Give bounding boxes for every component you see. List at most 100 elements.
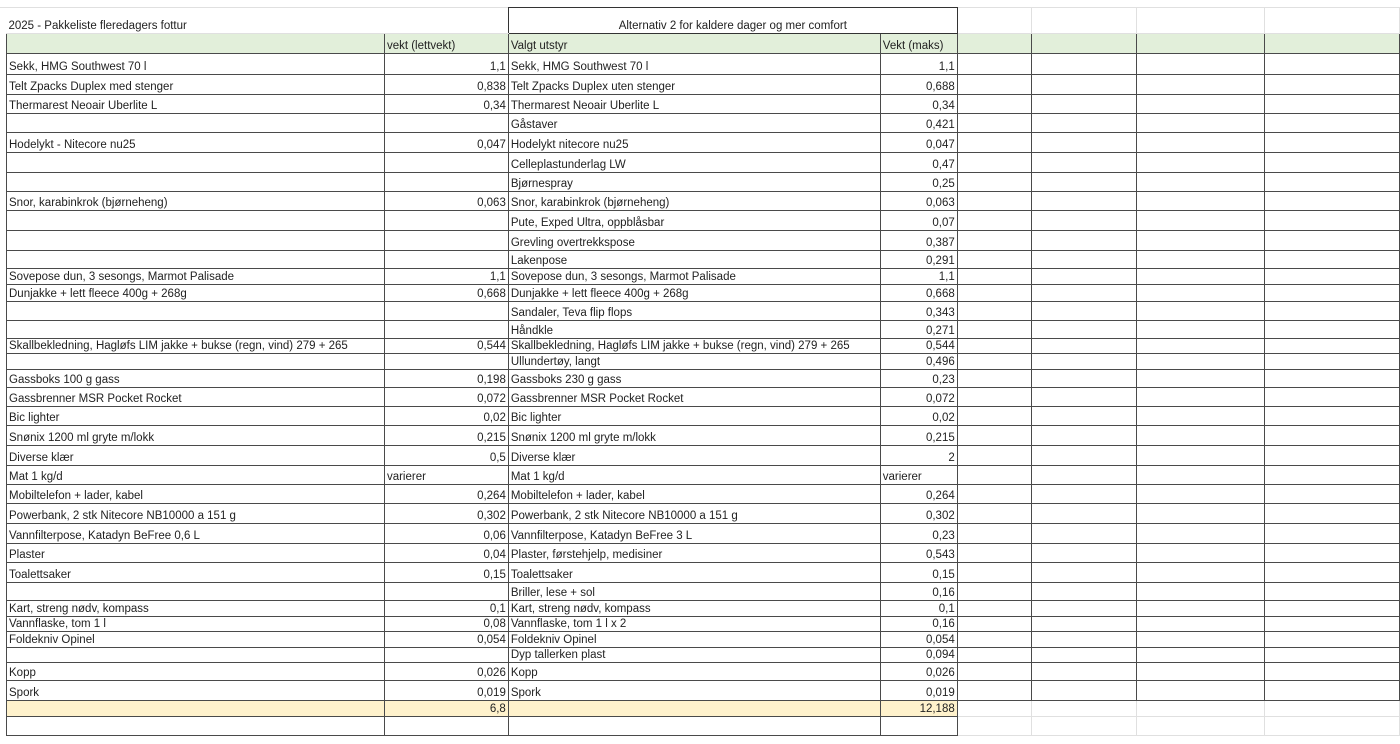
cell[interactable] [1030, 33, 1138, 54]
cell[interactable] [1264, 503, 1400, 524]
cell-c[interactable]: Snor, karabinkrok (bjørneheng) [507, 191, 881, 211]
cell[interactable] [956, 152, 1032, 173]
cell[interactable] [956, 191, 1032, 211]
cell[interactable] [1136, 268, 1266, 285]
cell-d[interactable]: 0,047 [879, 132, 958, 153]
cell-b[interactable] [383, 353, 509, 370]
cell-c[interactable]: Diverse klær [507, 445, 881, 466]
cell[interactable] [1136, 7, 1266, 34]
cell-a[interactable]: Gassboks 100 g gass [6, 369, 385, 388]
cell[interactable] [1264, 616, 1400, 632]
cell[interactable] [956, 7, 1032, 34]
cell-a[interactable]: Kopp [6, 662, 385, 681]
cell[interactable] [1136, 387, 1266, 407]
cell-b[interactable]: 0,15 [383, 562, 509, 583]
cell[interactable] [1030, 662, 1138, 681]
cell[interactable] [956, 338, 1032, 354]
cell[interactable] [1030, 94, 1138, 114]
total-c[interactable] [507, 700, 881, 717]
cell[interactable] [1264, 523, 1400, 544]
cell-d[interactable]: 0,16 [879, 616, 958, 632]
cell[interactable] [1264, 700, 1400, 717]
header-chosen-gear[interactable]: Valgt utstyr [507, 33, 881, 54]
cell-d[interactable]: varierer [879, 465, 958, 485]
cell[interactable] [1264, 301, 1400, 321]
cell[interactable] [1264, 680, 1400, 701]
cell-a[interactable] [6, 230, 385, 251]
cell[interactable] [1030, 647, 1138, 663]
cell-d[interactable] [879, 716, 958, 736]
cell[interactable] [1136, 284, 1266, 302]
cell-c[interactable]: Bjørnespray [507, 172, 881, 192]
cell[interactable] [1264, 716, 1400, 736]
cell[interactable] [1264, 662, 1400, 681]
cell[interactable] [956, 582, 1032, 601]
cell-a[interactable]: Vannflaske, tom 1 l [6, 616, 385, 632]
cell-c[interactable]: Foldekniv Opinel [507, 631, 881, 648]
cell[interactable] [1136, 338, 1266, 354]
cell[interactable] [1136, 230, 1266, 251]
cell-d[interactable]: 0,019 [879, 680, 958, 701]
cell[interactable] [1264, 425, 1400, 446]
cell-b[interactable]: 1,1 [383, 53, 509, 75]
cell-c[interactable]: Mobiltelefon + lader, kabel [507, 484, 881, 504]
cell[interactable] [1264, 320, 1400, 339]
cell-b[interactable] [383, 647, 509, 663]
cell-a[interactable]: Hodelykt - Nitecore nu25 [6, 132, 385, 153]
cell[interactable] [1264, 7, 1400, 34]
cell[interactable] [956, 172, 1032, 192]
cell[interactable] [956, 210, 1032, 231]
cell-a[interactable]: Kart, streng nødv, kompass [6, 600, 385, 617]
cell-b[interactable]: 0,054 [383, 631, 509, 648]
cell[interactable] [1030, 74, 1138, 95]
cell[interactable] [956, 301, 1032, 321]
cell[interactable] [1264, 132, 1400, 153]
cell[interactable] [1030, 113, 1138, 133]
cell[interactable] [1136, 600, 1266, 617]
cell-c[interactable]: Mat 1 kg/d [507, 465, 881, 485]
cell-b[interactable] [383, 113, 509, 133]
cell-b[interactable] [383, 250, 509, 269]
cell[interactable] [1136, 320, 1266, 339]
cell-b[interactable] [383, 716, 509, 736]
cell[interactable] [1136, 484, 1266, 504]
cell[interactable] [1136, 465, 1266, 485]
cell[interactable] [1030, 680, 1138, 701]
cell-b[interactable]: 0,06 [383, 523, 509, 544]
cell-b[interactable] [383, 230, 509, 251]
cell-a[interactable] [6, 152, 385, 173]
cell[interactable] [1136, 152, 1266, 173]
cell[interactable] [956, 369, 1032, 388]
cell-b[interactable] [383, 301, 509, 321]
cell[interactable] [1136, 53, 1266, 75]
cell[interactable] [1136, 33, 1266, 54]
cell-d[interactable]: 1,1 [879, 53, 958, 75]
cell-c[interactable]: Vannflaske, tom 1 l x 2 [507, 616, 881, 632]
cell[interactable] [1136, 369, 1266, 388]
cell[interactable] [1136, 562, 1266, 583]
cell[interactable] [1136, 662, 1266, 681]
total-b[interactable]: 6,8 [383, 700, 509, 717]
cell-d[interactable]: 0,264 [879, 484, 958, 504]
cell[interactable] [956, 250, 1032, 269]
cell[interactable] [956, 716, 1032, 736]
cell-a[interactable] [6, 647, 385, 663]
cell[interactable] [1030, 543, 1138, 563]
cell[interactable] [956, 503, 1032, 524]
cell[interactable] [1030, 132, 1138, 153]
cell-d[interactable]: 0,343 [879, 301, 958, 321]
cell[interactable] [1030, 369, 1138, 388]
sheet-title[interactable]: 2025 - Pakkeliste fleredagers fottur [6, 7, 385, 34]
cell-d[interactable]: 0,07 [879, 210, 958, 231]
cell-d[interactable]: 0,688 [879, 74, 958, 95]
cell-a[interactable]: Spork [6, 680, 385, 701]
cell-a[interactable]: Sekk, HMG Southwest 70 l [6, 53, 385, 75]
cell[interactable] [1136, 191, 1266, 211]
cell[interactable] [384, 7, 509, 34]
cell[interactable] [1030, 387, 1138, 407]
cell[interactable] [1136, 172, 1266, 192]
cell[interactable] [1264, 631, 1400, 648]
cell[interactable] [956, 465, 1032, 485]
cell-a[interactable] [6, 582, 385, 601]
cell[interactable] [1030, 616, 1138, 632]
